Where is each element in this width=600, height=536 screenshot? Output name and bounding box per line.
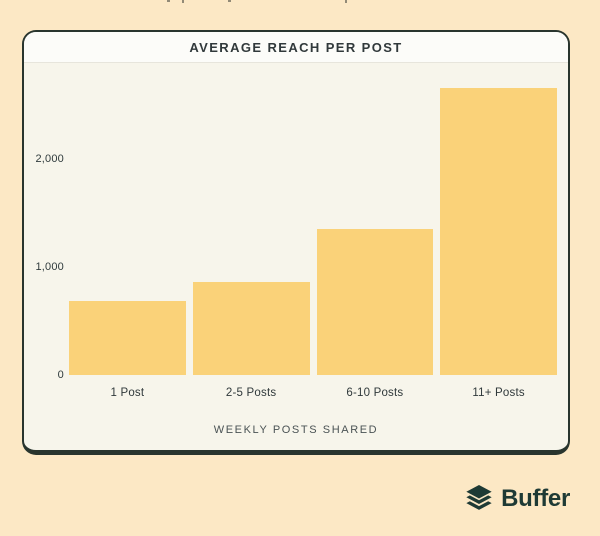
y-tick-label: 0 bbox=[57, 369, 64, 381]
cropped-text-remnant bbox=[167, 0, 170, 2]
buffer-stack-icon bbox=[464, 484, 494, 514]
x-tick-label: 1 Post bbox=[110, 387, 145, 399]
bar bbox=[440, 88, 557, 375]
cropped-text-remnant bbox=[182, 0, 184, 3]
chart-card-header: AVERAGE REACH PER POST bbox=[24, 32, 568, 63]
x-tick-label: 11+ Posts bbox=[472, 387, 525, 399]
x-axis-labels: 1 Post 2-5 Posts 6-10 Posts 11+ Posts bbox=[69, 387, 557, 399]
bar bbox=[316, 229, 434, 375]
y-axis: 0 1,000 2,000 bbox=[24, 64, 64, 450]
cropped-text-remnant bbox=[345, 0, 347, 3]
plot-bars bbox=[69, 73, 557, 375]
bar bbox=[69, 300, 186, 375]
x-tick-label: 6-10 Posts bbox=[346, 387, 404, 399]
bar bbox=[192, 282, 310, 375]
buffer-wordmark: Buffer bbox=[501, 485, 570, 512]
buffer-logo: Buffer bbox=[464, 482, 570, 516]
x-tick-label: 2-5 Posts bbox=[225, 387, 277, 399]
y-tick-label: 2,000 bbox=[35, 153, 64, 166]
chart-card: AVERAGE REACH PER POST 0 1,000 2,000 1 Pos… bbox=[22, 30, 570, 455]
bar-chart: 0 1,000 2,000 1 Post 2-5 Posts 6-10 Posts 11+… bbox=[24, 64, 568, 450]
chart-title: AVERAGE REACH PER POST bbox=[189, 39, 403, 55]
y-tick-label: 1,000 bbox=[35, 261, 64, 274]
cropped-text-remnant bbox=[228, 0, 231, 2]
x-axis-title: WEEKLY POSTS SHARED bbox=[213, 424, 379, 436]
